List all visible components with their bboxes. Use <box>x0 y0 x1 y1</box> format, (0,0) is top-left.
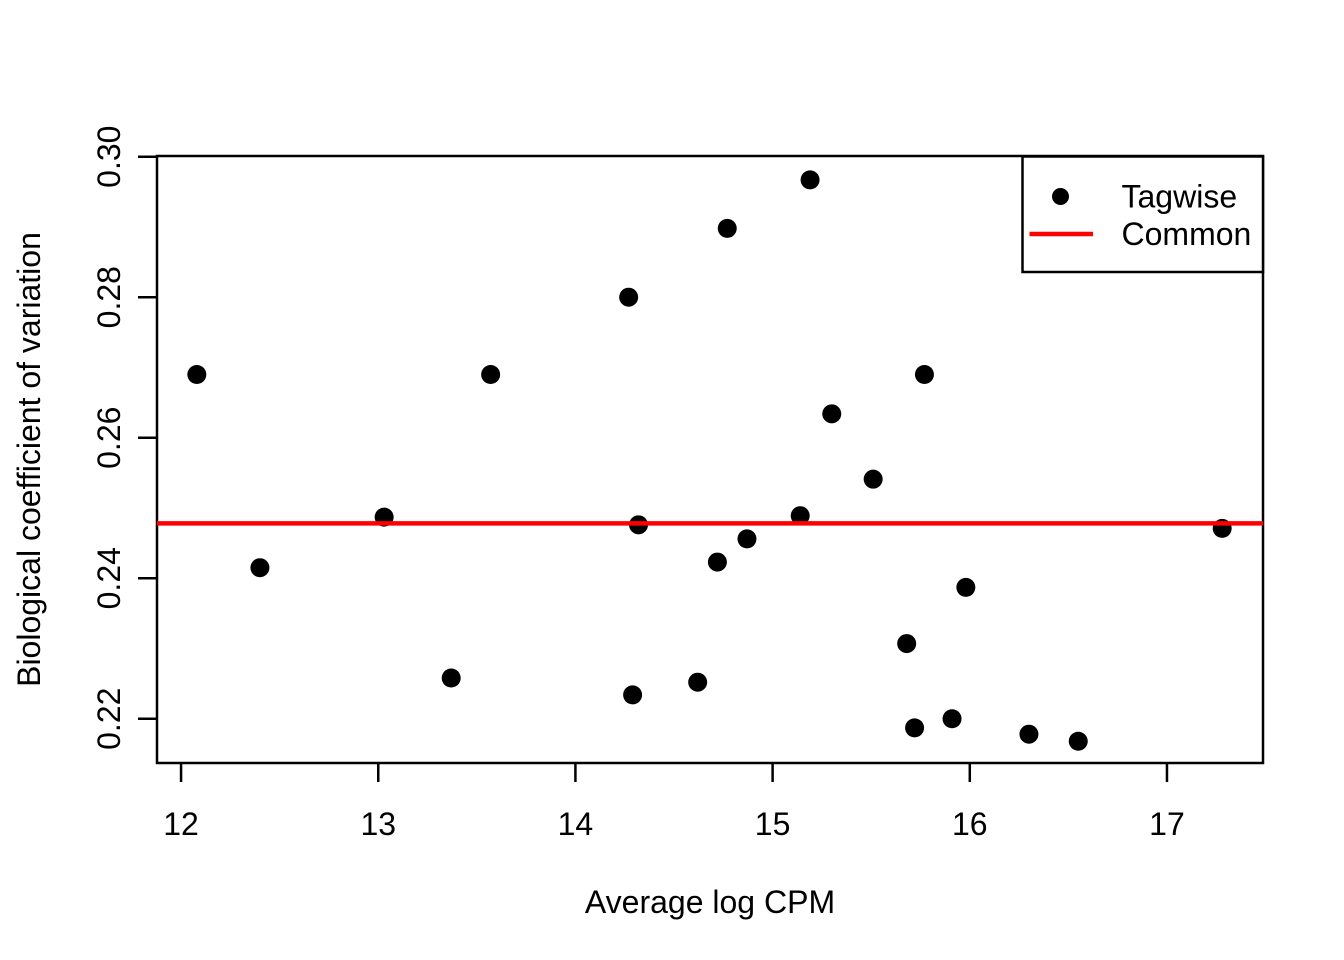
x-axis-label: Average log CPM <box>585 884 835 920</box>
data-point <box>688 672 708 692</box>
data-point <box>250 558 270 578</box>
legend-label: Common <box>1122 216 1252 252</box>
data-point <box>942 709 962 729</box>
legend-marker-point <box>1052 188 1069 205</box>
y-tick-label: 0.28 <box>91 266 127 328</box>
y-tick-label: 0.24 <box>91 547 127 609</box>
x-tick-label: 14 <box>558 806 594 842</box>
data-point <box>863 469 883 489</box>
x-tick-label: 15 <box>755 806 791 842</box>
legend-label: Tagwise <box>1122 179 1238 215</box>
data-point <box>737 529 757 549</box>
plot-border <box>155 154 1265 765</box>
x-tick-label: 17 <box>1149 806 1185 842</box>
data-point <box>481 364 501 384</box>
y-tick-label: 0.22 <box>91 688 127 750</box>
data-point <box>623 685 643 705</box>
y-axis-label: Biological coefficient of variation <box>11 232 47 687</box>
x-tick-label: 16 <box>952 806 988 842</box>
data-point <box>800 170 820 190</box>
data-point <box>707 552 727 572</box>
data-point <box>914 364 934 384</box>
data-point <box>441 668 461 688</box>
data-point <box>905 718 925 738</box>
x-tick-label: 13 <box>360 806 396 842</box>
data-point <box>1019 724 1039 744</box>
data-point <box>897 634 917 654</box>
y-tick-label: 0.30 <box>91 126 127 188</box>
legend-box <box>1021 155 1265 274</box>
data-point <box>956 577 976 597</box>
x-tick-label: 12 <box>163 806 199 842</box>
data-point <box>790 506 810 526</box>
data-point <box>822 404 842 424</box>
y-tick-label: 0.26 <box>91 407 127 469</box>
data-point <box>717 218 737 238</box>
data-point <box>619 287 639 307</box>
data-point <box>187 364 207 384</box>
data-point <box>1068 731 1088 751</box>
